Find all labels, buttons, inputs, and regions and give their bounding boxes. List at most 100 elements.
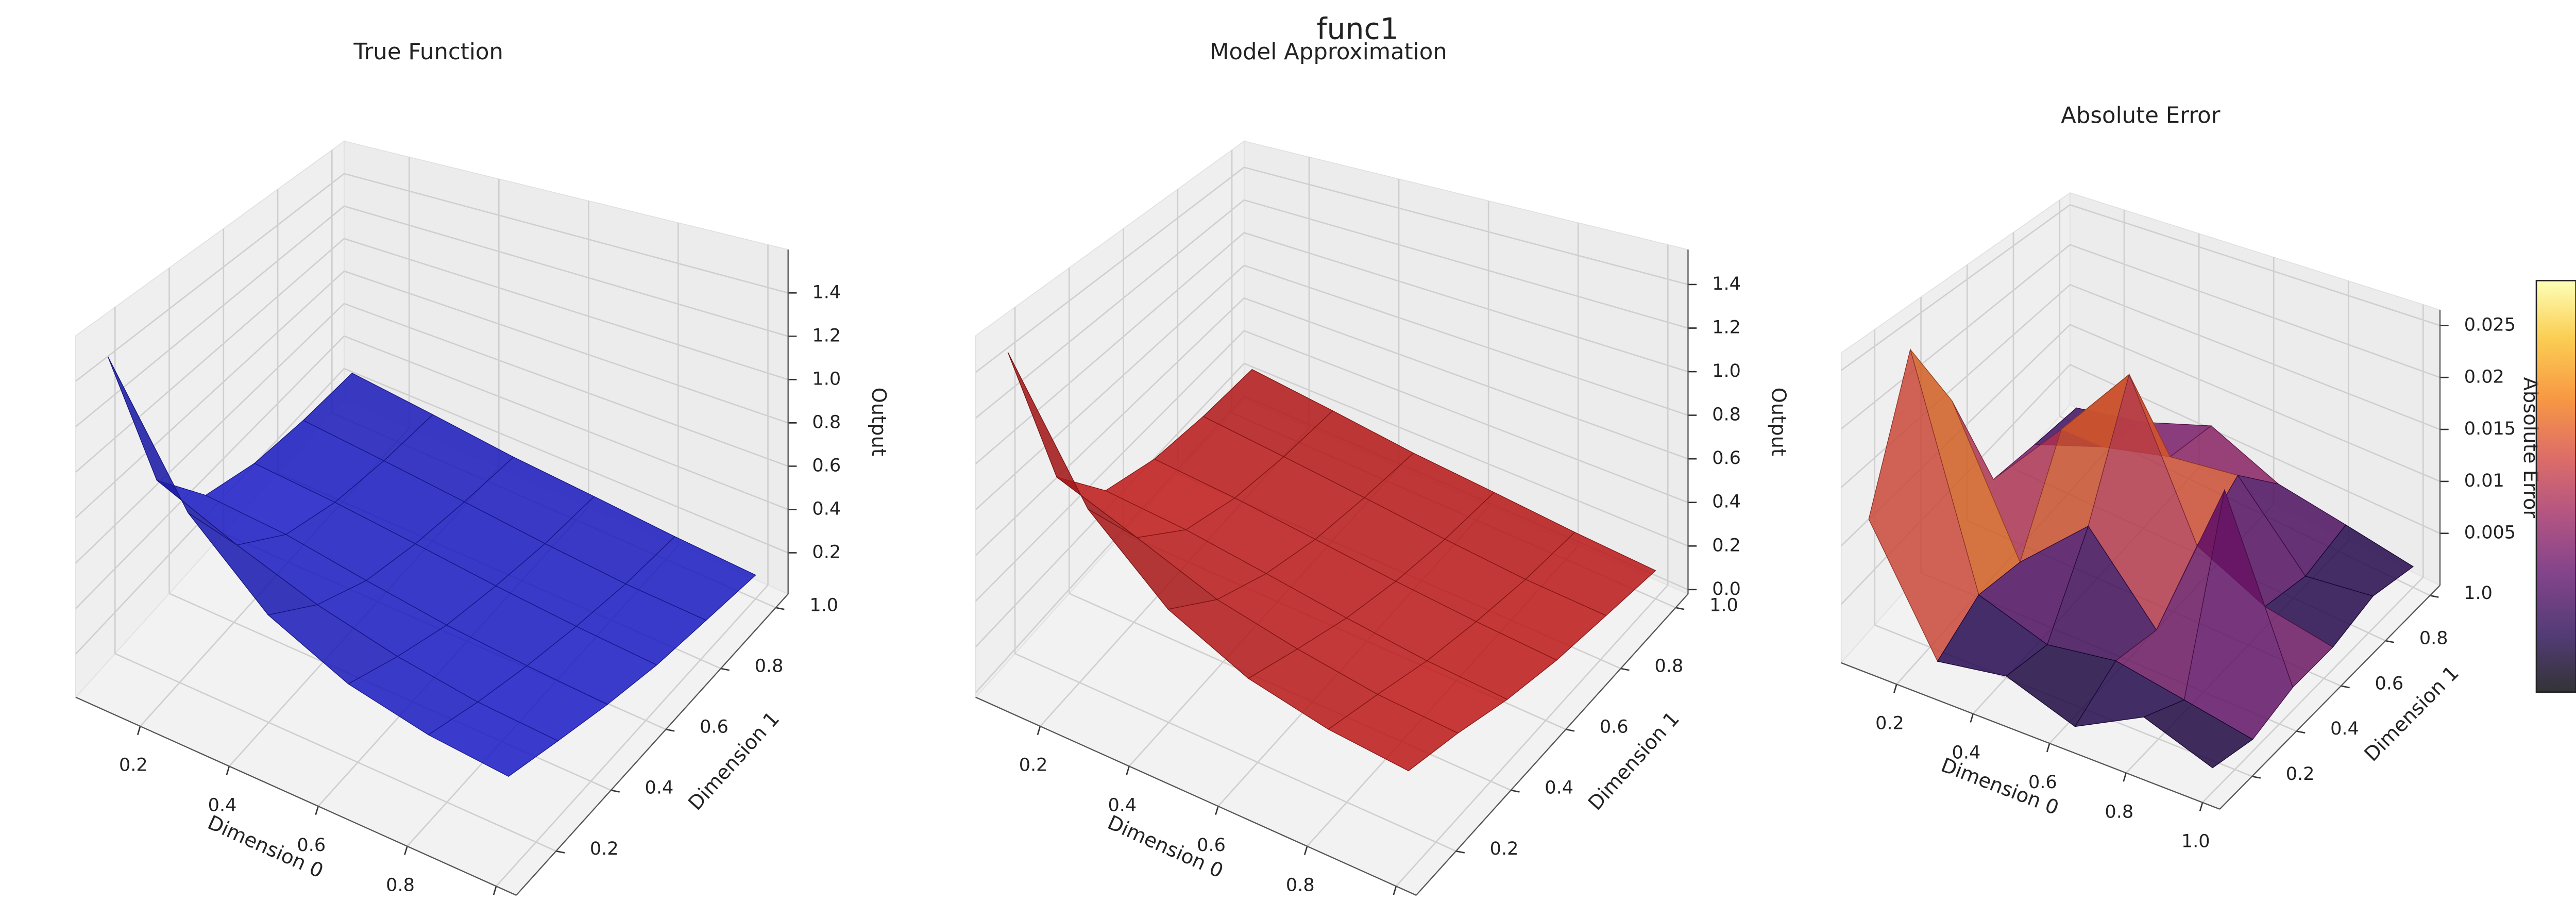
x-tick-label: 1.0	[475, 914, 504, 917]
tick-mark	[1675, 607, 1685, 610]
tick-mark	[493, 886, 497, 895]
x-tick-label: 0.8	[2105, 801, 2133, 822]
figure-title: func1	[1317, 12, 1399, 46]
tick-mark	[556, 850, 565, 854]
grid-line	[344, 173, 789, 294]
grid-line	[1840, 284, 2071, 488]
x-tick-label: 0.6	[2028, 772, 2057, 793]
y-tick-label: 0.4	[2330, 718, 2359, 739]
tick-mark	[2296, 730, 2306, 734]
z-tick-label: 0.005	[2464, 522, 2516, 543]
tick-mark	[2199, 802, 2204, 811]
tick-mark	[404, 846, 408, 855]
subplot: 0.20.40.60.81.00.20.40.60.81.00.00.20.40…	[975, 39, 1790, 917]
grid-line	[975, 264, 1245, 510]
x-tick-label: 0.8	[1286, 875, 1315, 896]
y-tick-label: 0.6	[700, 716, 728, 738]
z-tick-label: 0.6	[1712, 447, 1741, 469]
z-tick-label: 0.8	[1712, 404, 1741, 425]
y-axis-label: Dimension 1	[1584, 707, 1684, 815]
z-axis-label: Output	[1767, 388, 1790, 456]
grid-line	[344, 368, 789, 554]
grid-line	[975, 297, 1245, 556]
grid-line	[344, 335, 789, 510]
z-tick-label: 1.0	[1712, 360, 1741, 381]
z-tick-label: 1.2	[812, 325, 841, 346]
tick-mark	[2251, 775, 2261, 779]
grid-line	[1244, 362, 1688, 547]
tick-mark	[2385, 640, 2395, 643]
grid-line	[2070, 244, 2441, 378]
y-tick-label: 0.4	[645, 777, 674, 798]
y-axis-line	[2219, 585, 2441, 810]
y-tick-label: 0.2	[590, 838, 619, 859]
grid-line	[1244, 264, 1688, 416]
x-tick-label: 0.2	[1875, 712, 1904, 733]
grid-line	[1244, 330, 1688, 503]
x-tick-label: 0.4	[1952, 742, 1981, 763]
y-tick-label: 0.2	[1490, 838, 1519, 859]
z-tick-label: 0.02	[2464, 366, 2504, 387]
tick-mark	[1393, 886, 1397, 895]
tick-mark	[1620, 668, 1630, 671]
x-tick-label: 0.2	[119, 755, 148, 776]
grid-line	[975, 166, 1245, 373]
z-tick-label: 0.01	[2464, 470, 2504, 491]
colorbar	[2535, 280, 2576, 693]
z-tick-label: 0.6	[812, 455, 841, 476]
x-axis-line	[1841, 662, 2220, 810]
x-tick-label: 0.4	[208, 794, 237, 815]
y-axis-line	[1415, 593, 1689, 896]
grid-line	[1014, 653, 1456, 852]
grid-line	[75, 336, 345, 609]
tick-mark	[2046, 743, 2050, 753]
tick-mark	[1126, 766, 1130, 775]
grid-line	[344, 238, 789, 380]
grid-line	[344, 303, 789, 467]
y-tick-label: 0.6	[2375, 673, 2403, 694]
z-tick-label: 0.2	[1712, 535, 1741, 556]
z-tick-label: 0.4	[812, 498, 841, 519]
tick-mark	[1455, 850, 1465, 854]
tick-mark	[1215, 806, 1219, 815]
z-tick-label: 0.4	[1712, 491, 1741, 512]
grid-line	[975, 232, 1245, 464]
grid-line	[1840, 204, 2071, 371]
y-tick-label: 1.0	[2464, 582, 2493, 604]
tick-mark	[775, 607, 785, 610]
grid-line	[344, 205, 789, 337]
z-tick-label: 0.2	[812, 541, 841, 562]
surface-face	[1328, 694, 1459, 772]
y-tick-label: 0.8	[1655, 656, 1684, 677]
grid-line	[975, 330, 1245, 602]
subplot: 0.2 0.4 0.6 0.8 1.0 0.2 0.4 0.6 0.8 1.0 0.2 0.4 0.6 0…	[75, 39, 890, 917]
grid-line	[496, 585, 769, 887]
y-tick-label: 0.4	[1545, 777, 1573, 798]
grid-line	[75, 303, 345, 564]
y-tick-label: 0.8	[2419, 628, 2448, 649]
grid-line	[1244, 199, 1688, 329]
x-tick-label: 0.6	[297, 835, 326, 856]
x-axis-line	[975, 696, 1417, 896]
tick-mark	[611, 789, 620, 793]
x-axis-line	[75, 696, 517, 896]
grid-line	[75, 238, 345, 473]
grid-line	[1840, 244, 2071, 430]
tick-mark	[1303, 846, 1308, 855]
tick-mark	[1511, 789, 1520, 793]
grid-line	[1244, 166, 1688, 286]
z-tick-label: 0.8	[812, 411, 841, 432]
y-axis-line	[516, 593, 789, 896]
z-tick-label: 0.015	[2464, 418, 2516, 439]
tick-mark	[137, 726, 141, 736]
subplot-title: Model Approximation	[1210, 39, 1447, 65]
x-tick-label: 1.0	[2181, 831, 2210, 852]
tick-mark	[1893, 684, 1897, 693]
subplot-title: True Function	[353, 39, 503, 65]
grid-line	[1395, 585, 1669, 887]
y-tick-label: 1.0	[1709, 594, 1738, 615]
grid-line	[1244, 232, 1688, 373]
tick-mark	[720, 668, 730, 671]
